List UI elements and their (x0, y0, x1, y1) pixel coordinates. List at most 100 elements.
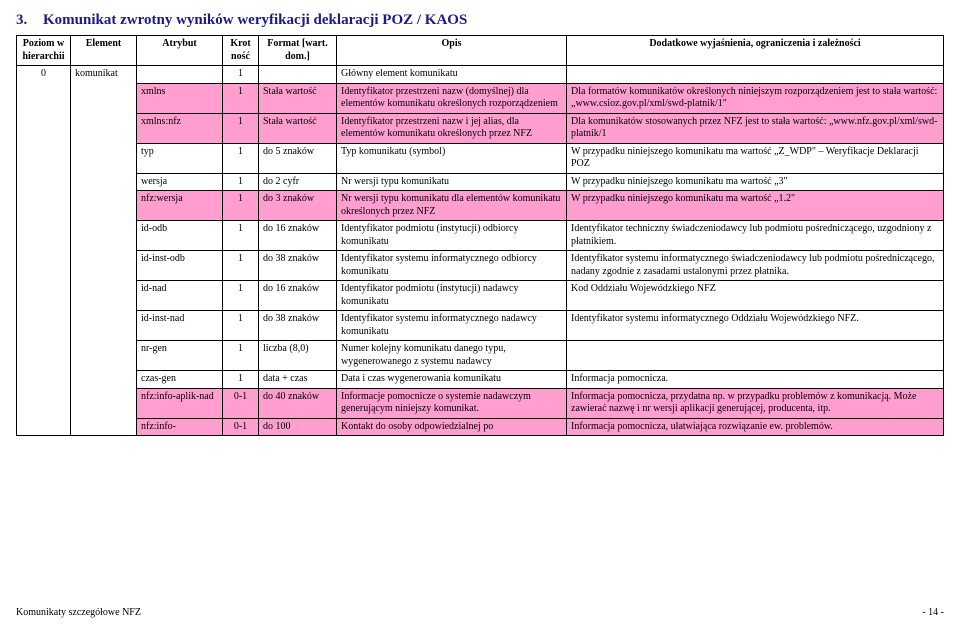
cell-format: do 2 cyfr (259, 173, 337, 191)
cell-extra: W przypadku niniejszego komunikatu ma wa… (567, 191, 944, 221)
col-header: Poziom w hierarchii (17, 36, 71, 66)
cell-format: do 100 (259, 418, 337, 436)
spec-table: Poziom w hierarchii Element Atrybut Krot… (16, 35, 944, 436)
cell-opis: Identyfikator podmiotu (instytucji) odbi… (337, 221, 567, 251)
cell-format: do 3 znaków (259, 191, 337, 221)
cell-extra: Informacja pomocnicza, ułatwiająca rozwi… (567, 418, 944, 436)
cell-extra: Informacja pomocnicza. (567, 371, 944, 389)
table-row: nr-gen1liczba (8,0)Numer kolejny komunik… (17, 341, 944, 371)
table-row: id-nad1do 16 znakówIdentyfikator podmiot… (17, 281, 944, 311)
cell-format: do 40 znaków (259, 388, 337, 418)
cell-opis: Kontakt do osoby odpowiedzialnej po (337, 418, 567, 436)
col-header: Element (71, 36, 137, 66)
cell-opis: Identyfikator podmiotu (instytucji) nada… (337, 281, 567, 311)
footer-left: Komunikaty szczegółowe NFZ (16, 607, 141, 618)
col-header: Opis (337, 36, 567, 66)
cell-attr: wersja (137, 173, 223, 191)
cell-attr: nr-gen (137, 341, 223, 371)
cell-attr: nfz:info- (137, 418, 223, 436)
cell-element: komunikat (71, 66, 137, 436)
cell-attr: id-inst-odb (137, 251, 223, 281)
table-row: 0komunikat1Główny element komunikatu (17, 66, 944, 84)
table-row: wersja1do 2 cyfrNr wersji typu komunikat… (17, 173, 944, 191)
cell-attr: id-odb (137, 221, 223, 251)
section-title-text: Komunikat zwrotny wyników weryfikacji de… (43, 12, 467, 28)
table-row: id-inst-nad1do 38 znakówIdentyfikator sy… (17, 311, 944, 341)
cell-krot: 1 (223, 251, 259, 281)
cell-format: Stała wartość (259, 83, 337, 113)
cell-format: do 5 znaków (259, 143, 337, 173)
cell-extra: Identyfikator systemu informatycznego św… (567, 251, 944, 281)
cell-extra (567, 66, 944, 84)
cell-format: data + czas (259, 371, 337, 389)
cell-opis: Główny element komunikatu (337, 66, 567, 84)
cell-attr: xmlns:nfz (137, 113, 223, 143)
cell-attr: czas-gen (137, 371, 223, 389)
cell-opis: Nr wersji typu komunikatu dla elementów … (337, 191, 567, 221)
col-header: Atrybut (137, 36, 223, 66)
cell-krot: 1 (223, 66, 259, 84)
table-row: typ1do 5 znakówTyp komunikatu (symbol)W … (17, 143, 944, 173)
cell-format (259, 66, 337, 84)
cell-krot: 1 (223, 371, 259, 389)
cell-format: Stała wartość (259, 113, 337, 143)
col-header: Krot ność (223, 36, 259, 66)
cell-extra: W przypadku niniejszego komunikatu ma wa… (567, 143, 944, 173)
cell-krot: 1 (223, 191, 259, 221)
cell-krot: 1 (223, 311, 259, 341)
table-row: nfz:wersja1do 3 znakówNr wersji typu kom… (17, 191, 944, 221)
col-header: Dodatkowe wyjaśnienia, ograniczenia i za… (567, 36, 944, 66)
table-row: czas-gen1data + czasData i czas wygenero… (17, 371, 944, 389)
table-row: xmlns1Stała wartośćIdentyfikator przestr… (17, 83, 944, 113)
table-row: nfz:info-aplik-nad0-1do 40 znakówInforma… (17, 388, 944, 418)
cell-format: do 16 znaków (259, 281, 337, 311)
cell-krot: 0-1 (223, 418, 259, 436)
cell-attr: xmlns (137, 83, 223, 113)
cell-krot: 1 (223, 173, 259, 191)
cell-opis: Informacje pomocnicze o systemie nadawcz… (337, 388, 567, 418)
table-row: nfz:info-0-1do 100Kontakt do osoby odpow… (17, 418, 944, 436)
cell-extra: Kod Oddziału Wojewódzkiego NFZ (567, 281, 944, 311)
cell-attr: id-inst-nad (137, 311, 223, 341)
cell-format: liczba (8,0) (259, 341, 337, 371)
cell-extra: Identyfikator techniczny świadczeniodawc… (567, 221, 944, 251)
cell-format: do 38 znaków (259, 251, 337, 281)
cell-level: 0 (17, 66, 71, 436)
cell-krot: 1 (223, 113, 259, 143)
cell-krot: 1 (223, 221, 259, 251)
cell-krot: 1 (223, 341, 259, 371)
cell-attr: id-nad (137, 281, 223, 311)
cell-opis: Identyfikator systemu informatycznego od… (337, 251, 567, 281)
footer-page: - 14 - (922, 607, 944, 618)
cell-attr: nfz:info-aplik-nad (137, 388, 223, 418)
cell-opis: Identyfikator przestrzeni nazw (domyślne… (337, 83, 567, 113)
cell-extra: Identyfikator systemu informatycznego Od… (567, 311, 944, 341)
cell-attr: typ (137, 143, 223, 173)
section-number: 3. (16, 12, 27, 28)
cell-opis: Data i czas wygenerowania komunikatu (337, 371, 567, 389)
section-title: 3. Komunikat zwrotny wyników weryfikacji… (16, 12, 944, 29)
cell-krot: 0-1 (223, 388, 259, 418)
table-row: id-inst-odb1do 38 znakówIdentyfikator sy… (17, 251, 944, 281)
cell-extra (567, 341, 944, 371)
cell-opis: Identyfikator przestrzeni nazw i jej ali… (337, 113, 567, 143)
cell-opis: Nr wersji typu komunikatu (337, 173, 567, 191)
cell-attr: nfz:wersja (137, 191, 223, 221)
cell-extra: W przypadku niniejszego komunikatu ma wa… (567, 173, 944, 191)
cell-extra: Informacja pomocnicza, przydatna np. w p… (567, 388, 944, 418)
cell-extra: Dla komunikatów stosowanych przez NFZ je… (567, 113, 944, 143)
cell-krot: 1 (223, 143, 259, 173)
table-row: xmlns:nfz1Stała wartośćIdentyfikator prz… (17, 113, 944, 143)
cell-krot: 1 (223, 281, 259, 311)
cell-krot: 1 (223, 83, 259, 113)
cell-opis: Identyfikator systemu informatycznego na… (337, 311, 567, 341)
table-row: id-odb1do 16 znakówIdentyfikator podmiot… (17, 221, 944, 251)
col-header: Format [wart. dom.] (259, 36, 337, 66)
cell-attr (137, 66, 223, 84)
cell-extra: Dla formatów komunikatów określonych nin… (567, 83, 944, 113)
cell-format: do 38 znaków (259, 311, 337, 341)
cell-opis: Numer kolejny komunikatu danego typu, wy… (337, 341, 567, 371)
cell-opis: Typ komunikatu (symbol) (337, 143, 567, 173)
page-footer: Komunikaty szczegółowe NFZ - 14 - (16, 607, 944, 618)
cell-format: do 16 znaków (259, 221, 337, 251)
